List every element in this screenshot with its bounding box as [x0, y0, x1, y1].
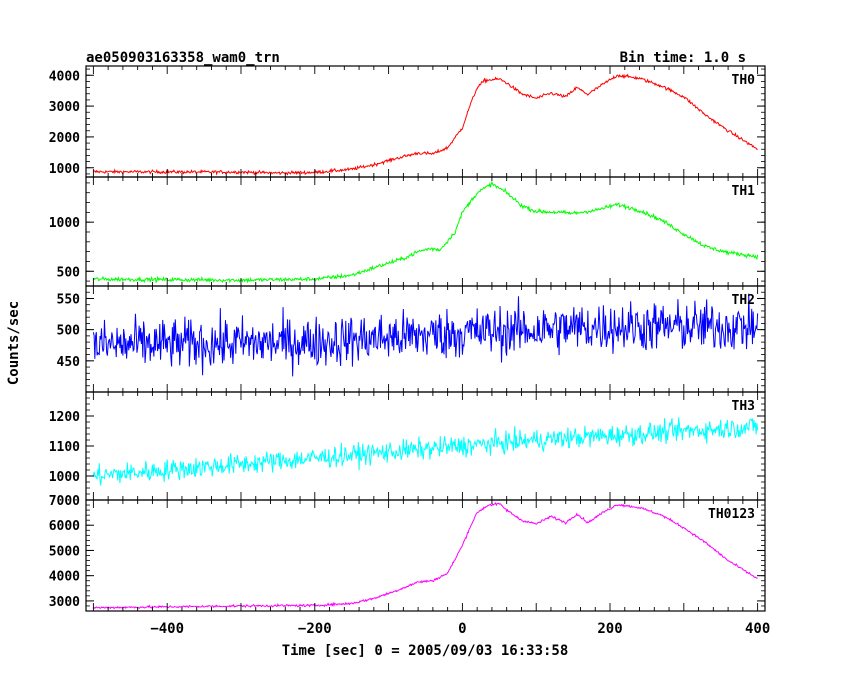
- panel-frame: [85, 176, 766, 287]
- y-tick-label: 6000: [49, 519, 80, 534]
- panel-label: TH0: [732, 73, 756, 88]
- panel-frame: [85, 65, 766, 178]
- panel-label: TH2: [732, 293, 755, 308]
- panel-label: TH0123: [708, 507, 755, 522]
- y-tick-label: 2000: [49, 131, 80, 146]
- y-tick-label: 450: [57, 355, 81, 370]
- y-tick-label: 1100: [49, 440, 80, 455]
- y-tick-label: 4000: [49, 69, 80, 84]
- series-line-th0123: [93, 501, 758, 610]
- series-line-th3: [92, 417, 759, 486]
- y-tick-label: 500: [57, 265, 81, 280]
- y-tick-label: 500: [57, 324, 81, 339]
- y-tick-label: 1000: [49, 216, 80, 231]
- panel-th3: TH3 1000 1100 1200: [49, 391, 766, 501]
- y-tick-label: 4000: [49, 570, 80, 585]
- x-tick-label: 0: [458, 621, 466, 637]
- y-tick-label: 3000: [49, 100, 80, 115]
- panels-layer: TH01000200030004000TH15001000TH245050055…: [49, 65, 770, 637]
- panel-th0123: TH0123 3000 4000 5000 6000 7000: [49, 494, 766, 612]
- y-tick-label: 1200: [49, 410, 80, 425]
- series-line-th0: [93, 73, 758, 176]
- y-tick-label: 3000: [49, 595, 80, 610]
- y-tick-label: 1000: [49, 162, 80, 177]
- series-line-th1: [93, 180, 759, 284]
- chart-title: ae050903163358_wam0_trn: [86, 50, 280, 66]
- panel-label: TH3: [732, 399, 755, 414]
- y-tick-label: 1000: [49, 470, 80, 485]
- x-tick-label: −200: [298, 621, 332, 637]
- y-tick-label: 7000: [49, 494, 80, 509]
- bin-time-label: Bin time: 1.0 s: [620, 50, 746, 66]
- x-tick-label: 200: [597, 621, 622, 637]
- y-tick-label: 550: [57, 292, 81, 307]
- x-axis-label: Time [sec] 0 = 2005/09/03 16:33:58: [282, 643, 569, 659]
- y-axis-label: Counts/sec: [6, 301, 22, 385]
- panel-label: TH1: [732, 184, 756, 199]
- panel-th1: TH1 500 1000: [49, 176, 766, 287]
- series-line-th2: [92, 293, 759, 377]
- panel-th0: TH0 1000 2000 3000 4000: [49, 65, 766, 178]
- x-tick-label: 400: [745, 621, 770, 637]
- x-tick-label: −400: [150, 621, 184, 637]
- y-tick-label: 5000: [49, 544, 80, 559]
- panel-th2: TH2 450 500 550: [57, 285, 766, 393]
